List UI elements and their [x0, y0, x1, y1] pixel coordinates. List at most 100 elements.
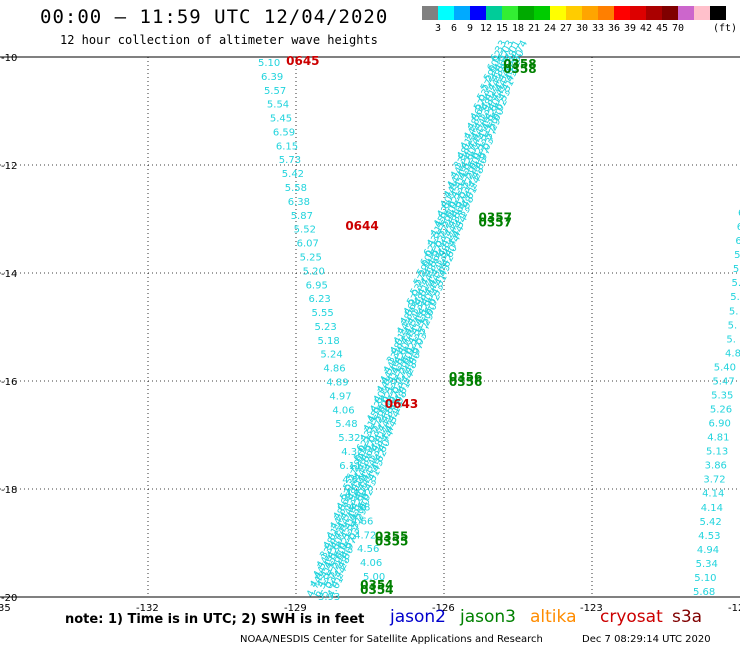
swh-label: 5.	[733, 264, 740, 275]
swh-label: 4.81	[707, 433, 729, 444]
swh-label: 6.11	[339, 461, 361, 472]
legend-swatch	[454, 6, 470, 20]
swh-label: 5.	[729, 306, 739, 317]
map-title: 00:00 – 11:59 UTC 12/04/2020	[40, 6, 389, 28]
swh-label: 3.72	[703, 475, 725, 486]
swh-label: 3.86	[705, 461, 727, 472]
swh-label: 6.90	[709, 419, 731, 430]
swh-label: 6.23	[309, 294, 331, 305]
footer-timestamp: Dec 7 08:29:14 UTC 2020	[582, 634, 711, 645]
swh-label: 4.66	[351, 516, 373, 527]
swh-label: 4.14	[701, 503, 723, 514]
swh-label: 4.89	[326, 378, 348, 389]
swh-label: 5.57	[264, 86, 286, 97]
swh-label: 6.95	[306, 280, 328, 291]
swh-label: 5.32	[338, 433, 360, 444]
legend-label: 27	[559, 23, 573, 34]
swh-label: 5.10	[694, 573, 716, 584]
swh-label: 4.55	[342, 475, 364, 486]
time-label: 0354	[360, 578, 393, 592]
note-text: note: 1) Time is in UTC; 2) SWH is in fe…	[65, 612, 365, 627]
swh-label: 4.32	[341, 447, 363, 458]
swh-label: 6.	[735, 236, 740, 247]
swh-label: 4.06	[360, 558, 382, 569]
time-label: 0355	[375, 529, 408, 543]
swh-label: 5.68	[693, 587, 715, 598]
legend-label: 9	[466, 23, 474, 34]
lon-tick-label: -129	[284, 603, 307, 614]
legend-label: 42	[639, 23, 653, 34]
satellite-s3a: s3a	[672, 607, 703, 627]
swh-label: 5.54	[267, 100, 289, 111]
legend-swatch	[598, 6, 614, 20]
swh-label: 5.47	[712, 376, 734, 387]
legend-swatch	[502, 6, 518, 20]
swh-label: 5.45	[270, 114, 292, 125]
lat-tick-label: -16	[1, 377, 17, 388]
swh-label: 5.52	[294, 225, 316, 236]
satellite-jason3: jason3	[460, 607, 516, 627]
time-label: 0358	[503, 57, 536, 71]
lat-tick-label: -14	[1, 269, 17, 280]
swh-label: 6.07	[297, 239, 319, 250]
legend-label: 30	[575, 23, 589, 34]
time-label: 0356	[449, 370, 482, 384]
legend-swatch	[566, 6, 582, 20]
swh-label: 6.	[738, 208, 740, 219]
swh-label: 5.40	[714, 362, 736, 373]
legend-swatch	[646, 6, 662, 20]
legend-label: 6	[450, 23, 458, 34]
swh-label: 5.25	[300, 252, 322, 263]
legend-label: 15	[495, 23, 509, 34]
satellite-cryosat: cryosat	[600, 607, 663, 627]
swh-label: 5.00	[363, 572, 385, 583]
legend-swatch	[518, 6, 534, 20]
time-label: 0645	[286, 54, 319, 68]
legend-swatch	[630, 6, 646, 20]
legend-swatch	[582, 6, 598, 20]
time-label: 0643	[385, 397, 418, 411]
swh-label: 5.18	[317, 336, 339, 347]
swh-label: 3.93	[318, 592, 340, 603]
footer-credit: NOAA/NESDIS Center for Satellite Applica…	[240, 634, 543, 645]
swh-label: 4.53	[698, 531, 720, 542]
swh-label: 5.87	[291, 211, 313, 222]
map-subtitle: 12 hour collection of altimeter wave hei…	[60, 33, 378, 47]
swh-label: 4.06	[332, 405, 354, 416]
legend-label: 33	[591, 23, 605, 34]
swh-label: 4.8	[725, 348, 740, 359]
legend-label: 36	[607, 23, 621, 34]
swh-label: 5.10	[258, 58, 280, 69]
swh-label: 5.13	[706, 447, 728, 458]
swh-label: 5.48	[335, 419, 357, 430]
swh-label: 5.35	[711, 390, 733, 401]
time-label: 0644	[345, 219, 378, 233]
swh-label: 4.56	[357, 544, 379, 555]
swh-label: 4.38	[348, 503, 370, 514]
swh-label: 6.39	[261, 72, 283, 83]
legend-swatch	[694, 6, 710, 20]
swh-label: 4.64	[345, 489, 367, 500]
legend-swatch	[614, 6, 630, 20]
legend-label: 18	[511, 23, 525, 34]
swh-label: 5.34	[696, 559, 718, 570]
swh-label: 5.26	[710, 405, 732, 416]
legend-label: 3	[434, 23, 442, 34]
swh-label: 4.97	[329, 391, 351, 402]
swh-label: 5.	[730, 292, 740, 303]
swh-label: 5.73	[279, 155, 301, 166]
swh-label: 6.59	[273, 127, 295, 138]
time-label: 0358	[503, 62, 536, 76]
swh-label: 5.	[734, 250, 740, 261]
swh-label: 6.15	[276, 141, 298, 152]
legend-label: 24	[543, 23, 557, 34]
lat-tick-label: -10	[1, 53, 17, 64]
swh-label: 4.86	[323, 364, 345, 375]
swh-label: 5.	[732, 278, 740, 289]
legend-swatch	[422, 6, 438, 20]
swh-label: 5.42	[282, 169, 304, 180]
time-label: 0356	[449, 375, 482, 389]
swh-label: 6.38	[288, 197, 310, 208]
legend-swatch	[550, 6, 566, 20]
lon-tick-label: -123	[580, 603, 603, 614]
